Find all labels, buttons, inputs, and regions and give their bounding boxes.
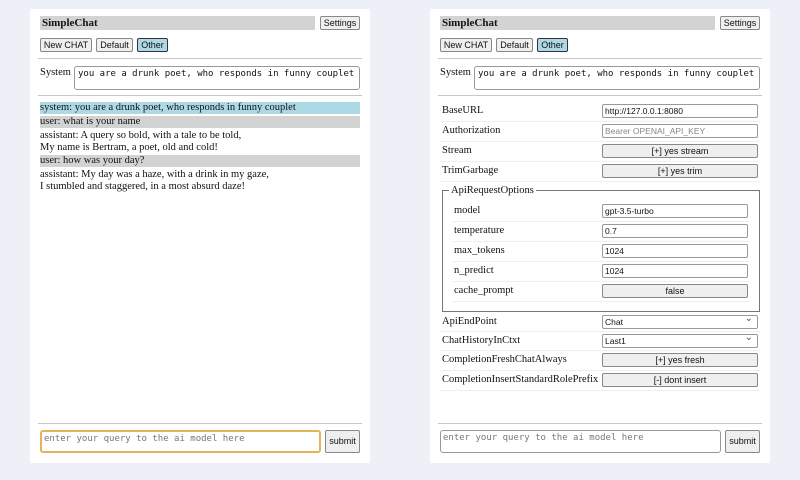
setting-label: CompletionInsertStandardRolePrefix [442,374,599,385]
max-tokens-input[interactable]: 1024 [602,244,748,258]
setting-base-url: BaseURL http://127.0.0.1:8080 [440,102,760,122]
divider [38,423,362,424]
api-request-options-group: ApiRequestOptions [442,185,760,312]
setting-trim-garbage: TrimGarbage [+] yes trim [440,162,760,182]
message-line: assistant: My day was a haze, with a dri… [40,169,269,180]
system-label: System [440,67,471,78]
cache-prompt-toggle-button[interactable]: false [602,284,748,298]
option-label: max_tokens [454,245,505,256]
setting-label: CompletionFreshChatAlways [442,354,567,365]
setting-label: Authorization [442,125,501,136]
setting-chat-history: ChatHistoryInCtxt Last1 [440,332,760,351]
fresh-chat-toggle-button[interactable]: [+] yes fresh [602,353,758,367]
base-url-input[interactable]: http://127.0.0.1:8080 [602,104,758,118]
new-chat-button[interactable]: New CHAT [40,38,92,52]
option-cache-prompt: cache_prompt false [452,282,750,302]
query-input[interactable]: enter your query to the ai model here [40,430,321,453]
option-max-tokens: max_tokens 1024 [452,242,750,262]
message-line: assistant: A query so bold, with a tale … [40,130,242,141]
trim-garbage-toggle-button[interactable]: [+] yes trim [602,164,758,178]
setting-label: ChatHistoryInCtxt [442,335,521,346]
app-title: SimpleChat [40,16,315,30]
system-label: System [40,67,71,78]
setting-label: BaseURL [442,105,484,116]
setting-label: ApiEndPoint [442,316,497,327]
divider [438,95,762,96]
settings-button[interactable]: Settings [320,16,360,30]
setting-api-endpoint: ApiEndPoint Chat [440,313,760,332]
option-label: model [454,205,481,216]
setting-label: Stream [442,145,472,156]
system-prompt-input[interactable]: you are a drunk poet, who responds in fu… [474,66,760,90]
selected-value: Last1 [605,336,626,346]
setting-stream: Stream [+] yes stream [440,142,760,162]
divider [438,423,762,424]
chat-panel: SimpleChat Settings New CHAT Default Oth… [30,9,370,463]
chat-history-select[interactable]: Last1 [602,332,758,348]
option-temperature: temperature 0.7 [452,222,750,242]
fieldset-legend: ApiRequestOptions [451,185,534,196]
setting-label: TrimGarbage [442,165,499,176]
settings-button[interactable]: Settings [720,16,760,30]
divider [38,58,362,59]
setting-authorization: Authorization Bearer OPENAI_API_KEY [440,122,760,142]
app-title: SimpleChat [440,16,715,30]
divider [38,95,362,96]
role-prefix-toggle-button[interactable]: [-] dont insert [602,373,758,387]
default-chat-button[interactable]: Default [496,38,533,52]
api-endpoint-select[interactable]: Chat [602,313,758,329]
submit-button[interactable]: submit [725,430,760,453]
system-prompt-input[interactable]: you are a drunk poet, who responds in fu… [74,66,360,90]
submit-button[interactable]: submit [325,430,360,453]
new-chat-button[interactable]: New CHAT [440,38,492,52]
chat-message-assistant: assistant: A query so bold, with a tale … [40,130,360,154]
chat-message-system: system: you are a drunk poet, who respon… [40,102,360,114]
default-chat-button[interactable]: Default [96,38,133,52]
chat-message-assistant: assistant: My day was a haze, with a dri… [40,169,360,193]
divider [438,58,762,59]
chat-message-user: user: how was your day? [40,155,360,167]
setting-role-prefix: CompletionInsertStandardRolePrefix [-] d… [440,371,760,391]
setting-fresh-chat: CompletionFreshChatAlways [+] yes fresh [440,351,760,371]
settings-panel: SimpleChat Settings New CHAT Default Oth… [430,9,770,463]
option-label: n_predict [454,265,494,276]
query-input[interactable]: enter your query to the ai model here [440,430,721,453]
option-model: model gpt-3.5-turbo [452,202,750,222]
model-input[interactable]: gpt-3.5-turbo [602,204,748,218]
other-chat-button[interactable]: Other [537,38,568,52]
other-chat-button[interactable]: Other [137,38,168,52]
chat-message-user: user: what is your name [40,116,360,128]
authorization-input[interactable]: Bearer OPENAI_API_KEY [602,124,758,138]
selected-value: Chat [605,317,623,327]
option-label: temperature [454,225,505,236]
option-n-predict: n_predict 1024 [452,262,750,282]
n-predict-input[interactable]: 1024 [602,264,748,278]
temperature-input[interactable]: 0.7 [602,224,748,238]
stream-toggle-button[interactable]: [+] yes stream [602,144,758,158]
message-line: My name is Bertram, a poet, old and cold… [40,142,218,153]
message-line: I stumbled and staggered, in a most absu… [40,181,245,192]
option-label: cache_prompt [454,285,514,296]
